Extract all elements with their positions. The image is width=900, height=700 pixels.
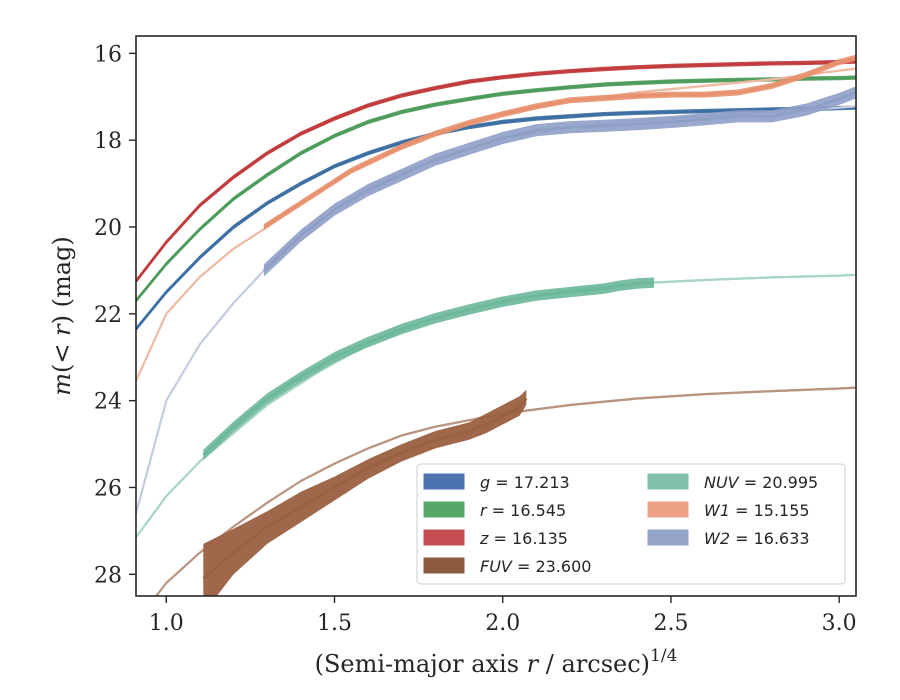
x-tick-label: 2.0	[485, 611, 520, 636]
legend-swatch	[647, 529, 689, 546]
y-tick-label: 18	[94, 129, 122, 154]
series-band	[203, 389, 527, 596]
legend: g = 17.213 NUV = 20.995 r = 16.545 W1 = 15.…	[416, 463, 846, 585]
series-band	[136, 105, 856, 515]
series-line	[202, 397, 528, 580]
series-line	[263, 56, 856, 229]
series-line	[263, 91, 856, 272]
x-tick-label: 1.5	[317, 611, 352, 636]
series-line	[154, 386, 856, 596]
y-axis-label: m(< r) (mag)	[48, 236, 76, 396]
series-w2	[263, 86, 856, 277]
legend-swatch	[647, 473, 689, 490]
x-axis: 1.0 1.5 2.0 2.5 3.0	[149, 596, 857, 636]
legend-swatch	[423, 557, 465, 574]
legend-label: g = 17.213	[480, 473, 570, 492]
legend-label: FUV = 23.600	[480, 557, 591, 576]
legend-label: W2 = 16.633	[704, 529, 810, 548]
series-r	[136, 75, 856, 303]
x-axis-label: (Semi-major axis r / arcsec)1/4	[315, 646, 678, 678]
legend-label: z = 16.135	[479, 529, 568, 548]
y-axis: 16 18 20 22 24 26 28	[94, 42, 136, 588]
legend-entry-nuv: NUV = 20.995	[647, 473, 818, 492]
legend-entry-z: z = 16.135	[423, 529, 568, 548]
plot-frame	[135, 35, 857, 597]
y-tick-label: 22	[94, 303, 122, 328]
legend-entry-r: r = 16.545	[423, 501, 566, 520]
legend-swatch	[423, 501, 465, 518]
series-line	[136, 76, 856, 302]
series-layer	[136, 54, 856, 596]
legend-label: W1 = 15.155	[704, 501, 810, 520]
legend-label: r = 16.545	[480, 501, 566, 520]
legend-swatch	[423, 529, 465, 546]
series-w2-model	[136, 105, 856, 515]
series-z	[136, 59, 856, 284]
x-tick-label: 3.0	[822, 611, 857, 636]
series-fuv	[202, 389, 528, 596]
legend-entry-w1: W1 = 15.155	[647, 501, 810, 520]
legend-swatch	[647, 501, 689, 518]
legend-entry-fuv: FUV = 23.600	[423, 557, 591, 576]
legend-label: NUV = 20.995	[704, 473, 818, 492]
series-line	[136, 105, 856, 514]
y-tick-label: 26	[94, 476, 122, 501]
legend-box	[416, 463, 846, 585]
legend-swatch	[423, 473, 465, 490]
series-line	[136, 60, 856, 283]
y-tick-label: 20	[94, 216, 122, 241]
legend-entry-w2: W2 = 16.633	[647, 529, 810, 548]
series-line	[202, 281, 655, 456]
series-nuv	[202, 277, 655, 461]
series-g	[136, 105, 856, 332]
y-tick-label: 16	[94, 42, 122, 67]
y-tick-label: 28	[94, 563, 122, 588]
series-w1	[263, 54, 856, 231]
y-tick-label: 24	[94, 390, 122, 415]
series-band	[203, 277, 655, 461]
series-band	[263, 86, 856, 277]
legend-entry-g: g = 17.213	[423, 473, 570, 492]
series-line	[136, 106, 856, 330]
series-fuv-model	[154, 386, 856, 596]
x-tick-label: 2.5	[653, 611, 688, 636]
x-tick-label: 1.0	[149, 611, 184, 636]
